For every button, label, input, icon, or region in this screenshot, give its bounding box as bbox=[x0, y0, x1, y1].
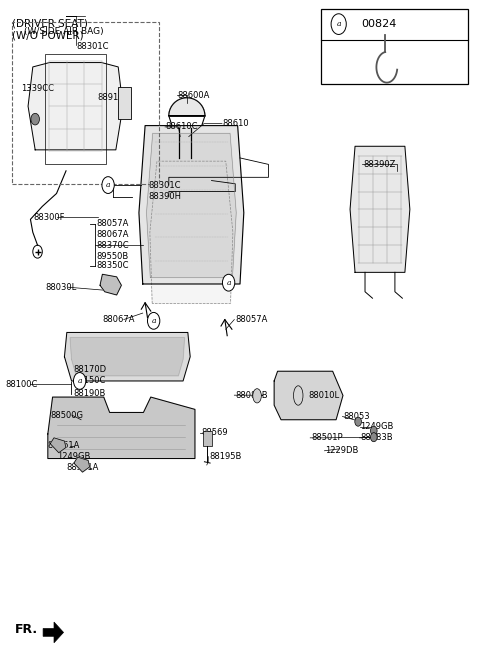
Text: 88610C: 88610C bbox=[165, 123, 198, 132]
Polygon shape bbox=[146, 134, 236, 278]
Text: 88569: 88569 bbox=[201, 428, 228, 437]
Text: 88500G: 88500G bbox=[50, 411, 83, 420]
Polygon shape bbox=[50, 438, 66, 452]
Circle shape bbox=[222, 274, 235, 291]
Polygon shape bbox=[28, 63, 123, 150]
Polygon shape bbox=[64, 333, 190, 381]
Polygon shape bbox=[48, 397, 195, 458]
Bar bbox=[203, 432, 212, 445]
Polygon shape bbox=[350, 146, 410, 273]
Polygon shape bbox=[43, 622, 63, 643]
Text: 88350C: 88350C bbox=[96, 261, 129, 271]
Text: 88057A: 88057A bbox=[235, 315, 268, 324]
Text: 88390H: 88390H bbox=[148, 192, 181, 201]
Text: a: a bbox=[151, 317, 156, 325]
Text: a: a bbox=[227, 278, 231, 287]
Text: 88561A: 88561A bbox=[48, 441, 80, 450]
Text: 1249GB: 1249GB bbox=[57, 452, 91, 461]
Text: 88610: 88610 bbox=[222, 119, 249, 128]
Text: 88301C: 88301C bbox=[76, 42, 109, 51]
Text: 88067A: 88067A bbox=[96, 230, 129, 239]
Ellipse shape bbox=[253, 389, 261, 403]
Text: FR.: FR. bbox=[14, 623, 38, 636]
Text: 88600A: 88600A bbox=[178, 91, 210, 100]
Polygon shape bbox=[169, 98, 205, 116]
Text: 88030L: 88030L bbox=[46, 283, 77, 291]
Circle shape bbox=[147, 312, 160, 329]
Text: 88183B: 88183B bbox=[360, 434, 393, 442]
Circle shape bbox=[102, 177, 114, 194]
Circle shape bbox=[73, 372, 86, 389]
Text: 88010L: 88010L bbox=[309, 391, 340, 400]
Text: 88300F: 88300F bbox=[34, 213, 65, 222]
Polygon shape bbox=[139, 126, 244, 284]
Text: 89550B: 89550B bbox=[96, 252, 129, 261]
Polygon shape bbox=[274, 371, 343, 420]
Text: (W/SIDE AIR BAG): (W/SIDE AIR BAG) bbox=[24, 27, 104, 37]
Text: (W/O POWER): (W/O POWER) bbox=[12, 31, 84, 40]
Circle shape bbox=[371, 433, 377, 441]
Text: 88561A: 88561A bbox=[67, 463, 99, 472]
Text: 88083B: 88083B bbox=[235, 391, 268, 400]
Circle shape bbox=[31, 113, 39, 125]
Text: 88195B: 88195B bbox=[209, 452, 241, 461]
Text: a: a bbox=[106, 181, 110, 189]
Text: 00824: 00824 bbox=[361, 19, 396, 29]
Text: 88501P: 88501P bbox=[311, 434, 343, 442]
Circle shape bbox=[331, 14, 346, 35]
Text: 88910T: 88910T bbox=[97, 93, 129, 102]
Text: 88100C: 88100C bbox=[5, 379, 37, 389]
Text: 88053: 88053 bbox=[343, 412, 370, 421]
Text: 1229DB: 1229DB bbox=[325, 446, 359, 455]
Polygon shape bbox=[150, 161, 233, 303]
Text: 88150C: 88150C bbox=[73, 376, 106, 385]
Text: 88390Z: 88390Z bbox=[363, 160, 396, 169]
Text: 1249GB: 1249GB bbox=[360, 422, 394, 432]
Circle shape bbox=[355, 417, 361, 426]
Polygon shape bbox=[70, 338, 184, 376]
Text: (DRIVER SEAT): (DRIVER SEAT) bbox=[12, 19, 88, 29]
Text: 88370C: 88370C bbox=[96, 241, 129, 250]
Text: a: a bbox=[336, 20, 341, 28]
Circle shape bbox=[371, 426, 377, 436]
Text: 88170D: 88170D bbox=[73, 366, 106, 374]
Polygon shape bbox=[100, 274, 121, 295]
Text: a: a bbox=[77, 377, 82, 385]
Text: 88190B: 88190B bbox=[73, 389, 106, 398]
Bar bbox=[321, 9, 468, 83]
Text: 88057A: 88057A bbox=[96, 219, 129, 228]
Text: 88067A: 88067A bbox=[102, 315, 135, 324]
Bar bbox=[118, 87, 132, 119]
Bar bbox=[45, 55, 107, 164]
Text: 88301C: 88301C bbox=[148, 181, 181, 190]
Text: 1339CC: 1339CC bbox=[21, 83, 54, 93]
Bar bbox=[12, 22, 159, 184]
Polygon shape bbox=[74, 457, 90, 472]
